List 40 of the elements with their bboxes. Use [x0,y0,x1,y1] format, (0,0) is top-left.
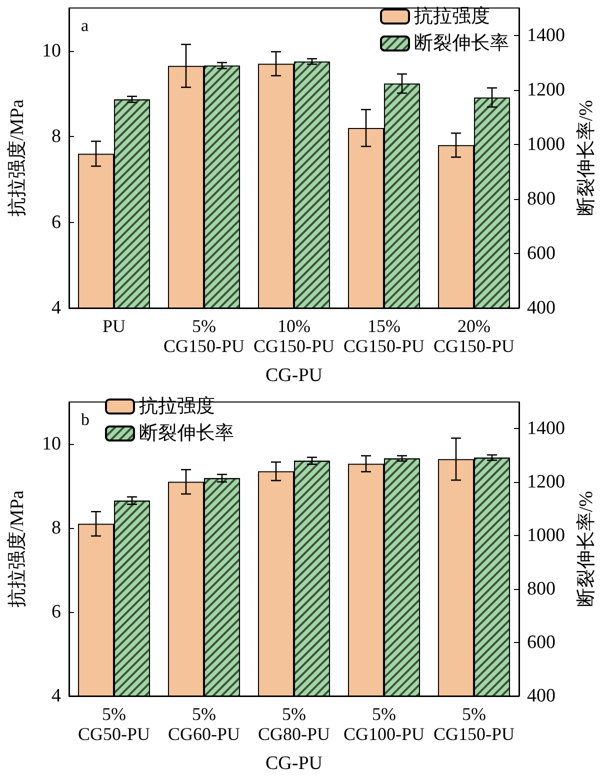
y2-tick-label: 400 [527,298,556,318]
y2-tick-label: 1200 [527,472,565,493]
y-tick-label: 4 [52,298,62,318]
y-tick-label: 10 [42,434,61,454]
y2-axis-title: 断裂伸长率/% [575,100,597,216]
x-tick-label: 5% CG60-PU [168,704,240,744]
y2-tick-label: 1000 [527,134,565,155]
x-axis-title: CG-PU [265,365,323,386]
y2-tick-label: 800 [527,578,556,600]
y2-tick-label: 1400 [527,24,565,46]
y2-tick-label: 600 [527,242,556,264]
legend-label: 断裂伸长率 [139,422,234,444]
y2-tick-label: 1400 [527,418,565,440]
y-tick-label: 8 [52,126,61,148]
x-tick-label: PU [102,316,126,336]
y-tick-label: 8 [52,518,61,538]
y-tick-label: 6 [52,602,61,622]
y2-tick-label: 400 [527,686,556,706]
y2-axis-title: 断裂伸长率/% [575,490,597,608]
y-tick-label: 4 [52,686,62,706]
x-tick-label: 5% CG150-PU [163,316,245,356]
x-tick-label: 15% CG150-PU [343,316,425,356]
chart-title: b [81,410,90,429]
y2-tick-label: 1200 [527,79,565,100]
x-tick-label: 5% CG100-PU [343,704,425,744]
y2-tick-label: 1000 [527,525,565,546]
y-axis-title: 抗拉强度/MPa [6,490,28,608]
y2-tick-label: 800 [527,188,556,210]
x-tick-label: 5% CG150-PU [433,704,515,744]
y2-tick-label: 600 [527,632,556,654]
y-axis-title: 抗拉强度/MPa [6,98,28,217]
x-tick-label: 5% CG80-PU [258,704,330,744]
legend-label: 断裂伸长率 [414,32,509,54]
x-tick-label: 10% CG150-PU [253,316,335,356]
x-tick-label: 5% CG50-PU [78,704,150,744]
x-tick-label: 20% CG150-PU [433,316,515,356]
x-axis-title: CG-PU [265,753,323,774]
text: a [81,16,89,35]
y-tick-label: 10 [42,40,61,62]
y-tick-label: 6 [52,212,61,233]
